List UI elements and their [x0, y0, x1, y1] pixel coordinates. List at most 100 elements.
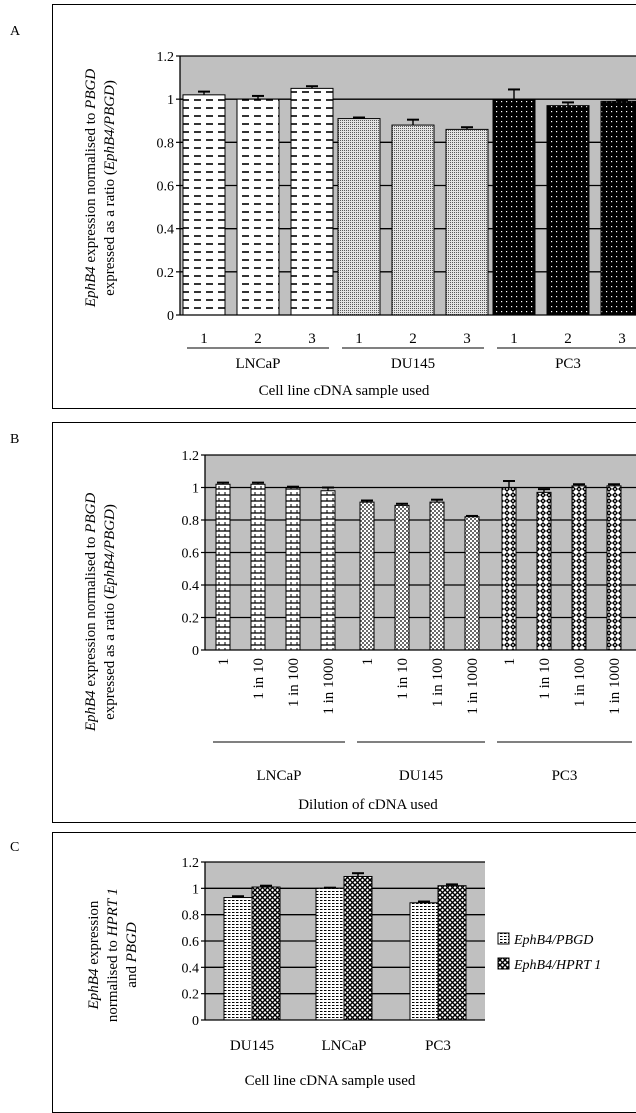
bars-a [182, 85, 636, 316]
x-axis-title-b: Dilution of cDNA used [298, 797, 438, 813]
x-tick-label: 2 [564, 331, 572, 347]
bar [223, 897, 253, 1021]
bar [359, 501, 375, 651]
legend-swatch [497, 932, 510, 945]
y-tick-labels-c: 0 0.2 0.4 0.6 0.8 1 1.2 [182, 856, 200, 1029]
y-axis-title-b-line2: expressed as a ratio (EphB4/PBGD) [102, 504, 118, 720]
y-title-c-l3-italic: PBGD [124, 922, 140, 963]
y-tick-label: 0.8 [157, 136, 175, 151]
y-tick-label: 1.2 [157, 50, 175, 65]
panel-letter-c: C [10, 840, 20, 855]
y-tick-label: 0.6 [182, 547, 200, 562]
legend-label: EphB4/PBGD [513, 933, 593, 948]
bars-b [215, 480, 622, 651]
y-title-c-l1-rest: expression [86, 900, 102, 968]
y-tick-label: 1 [192, 482, 199, 497]
group-label: PC3 [555, 356, 581, 372]
y-axis-title-a-line1: EphB4 expression normalised to PBGD [83, 69, 99, 308]
axes-a [176, 55, 636, 316]
y-axis-title-a-line2: expressed as a ratio (EphB4/PBGD) [102, 80, 118, 296]
x-tick-label: 1 in 1000 [465, 658, 481, 715]
bar [315, 887, 345, 1021]
panel-c-chart: 0 0.2 0.4 0.6 0.8 1 1.2 DU145 LNCaP PC3 Cell lin… [86, 856, 601, 1089]
x-tick-label: PC3 [425, 1038, 451, 1054]
y-tick-label: 0.6 [157, 180, 175, 195]
y-title-a-l1-italic2: PBGD [83, 69, 99, 110]
x-tick-label: 1 in 10 [537, 658, 553, 700]
y-tick-label: 0.4 [182, 579, 200, 594]
y-axis-title-c-line2: normalised to HPRT 1 [105, 888, 121, 1022]
x-tick-labels-a: 1 2 3 LNCaP 1 2 3 DU145 1 2 3 PC3 [187, 331, 636, 372]
x-tick-label: 1 in 100 [430, 658, 446, 707]
y-tick-label: 0.8 [182, 514, 200, 529]
y-title-b-l2-italic: EphB4/PBGD [102, 509, 118, 595]
x-tick-label: 3 [463, 331, 471, 347]
x-tick-label: 1 [200, 331, 208, 347]
x-tick-label: 1 in 100 [286, 658, 302, 707]
y-title-c-l3-start: and [124, 962, 140, 987]
x-tick-label: 1 in 1000 [321, 658, 337, 715]
bar [337, 118, 381, 316]
bar [250, 483, 266, 651]
y-axis-title-c-line3: and PBGD [124, 922, 140, 988]
y-tick-label: 0.2 [157, 266, 175, 281]
bar [464, 516, 480, 651]
group-label: PC3 [552, 768, 578, 784]
x-tick-label: 3 [308, 331, 316, 347]
axes-b [201, 454, 636, 651]
y-title-a-l2-start: expressed as a ratio ( [102, 170, 118, 296]
axes-c [201, 861, 485, 1021]
y-tick-label: 0 [167, 309, 174, 324]
bar [394, 504, 410, 651]
y-tick-labels-b: 0 0.2 0.4 0.6 0.8 1 1.2 [182, 449, 200, 659]
bar [600, 100, 636, 316]
bar [492, 98, 536, 316]
y-title-b-l2-end: ) [102, 504, 118, 509]
x-tick-label: 1 in 1000 [607, 658, 623, 715]
y-tick-label: 1 [167, 93, 174, 108]
bar [236, 98, 280, 316]
y-title-b-l1-rest: expression normalised to [83, 533, 99, 690]
x-tick-label: 3 [618, 331, 626, 347]
x-tick-label: 1 in 10 [395, 658, 411, 700]
x-tick-label: 1 [355, 331, 363, 347]
y-title-b-l2-start: expressed as a ratio ( [102, 594, 118, 720]
y-tick-label: 1.2 [182, 856, 200, 871]
x-tick-label: LNCaP [322, 1038, 367, 1054]
y-title-c-l1-italic: EphB4 [86, 968, 102, 1010]
x-axis-title-c: Cell line cDNA sample used [245, 1073, 416, 1089]
x-tick-labels-b: 1 1 in 10 1 in 100 1 in 1000 LNCaP 1 1 in 10 1 … [213, 658, 632, 784]
y-axis-title-c-line1: EphB4 expression [86, 900, 102, 1010]
y-title-b-l1-italic2: PBGD [83, 493, 99, 534]
group-label: LNCaP [257, 768, 302, 784]
x-tick-label: DU145 [230, 1038, 274, 1054]
bar [251, 886, 281, 1021]
y-tick-label: 0.6 [182, 935, 200, 950]
bar [606, 485, 622, 651]
x-tick-label: 2 [409, 331, 417, 347]
x-tick-label: 1 in 10 [251, 658, 267, 700]
panel-a-chart: 0 0.2 0.4 0.6 0.8 1 1.2 1 2 3 LNCaP 1 2 3 DU145 1 2 3 PC3… [83, 50, 636, 399]
bar [437, 885, 467, 1021]
x-axis-title-a: Cell line cDNA sample used [259, 383, 430, 399]
bar [445, 128, 489, 316]
bar [285, 487, 301, 651]
group-label: DU145 [399, 768, 443, 784]
y-title-c-l2-start: normalised to [105, 936, 121, 1022]
group-label: LNCaP [236, 356, 281, 372]
y-title-a-l1-rest: expression normalised to [83, 109, 99, 266]
legend-label: EphB4/HPRT 1 [513, 958, 601, 973]
x-tick-labels-c: DU145 LNCaP PC3 [230, 1038, 451, 1054]
x-tick-label: 1 [216, 658, 232, 666]
y-title-c-l2-italic: HPRT 1 [105, 888, 121, 937]
y-tick-label: 0.2 [182, 988, 200, 1003]
y-tick-label: 0.8 [182, 909, 200, 924]
y-tick-label: 0.4 [157, 223, 175, 238]
legend-swatch [497, 957, 510, 970]
bar [182, 94, 226, 316]
gridlines-b [205, 454, 636, 619]
bar [571, 485, 587, 651]
bar [429, 501, 445, 651]
x-tick-label: 1 in 100 [572, 658, 588, 707]
